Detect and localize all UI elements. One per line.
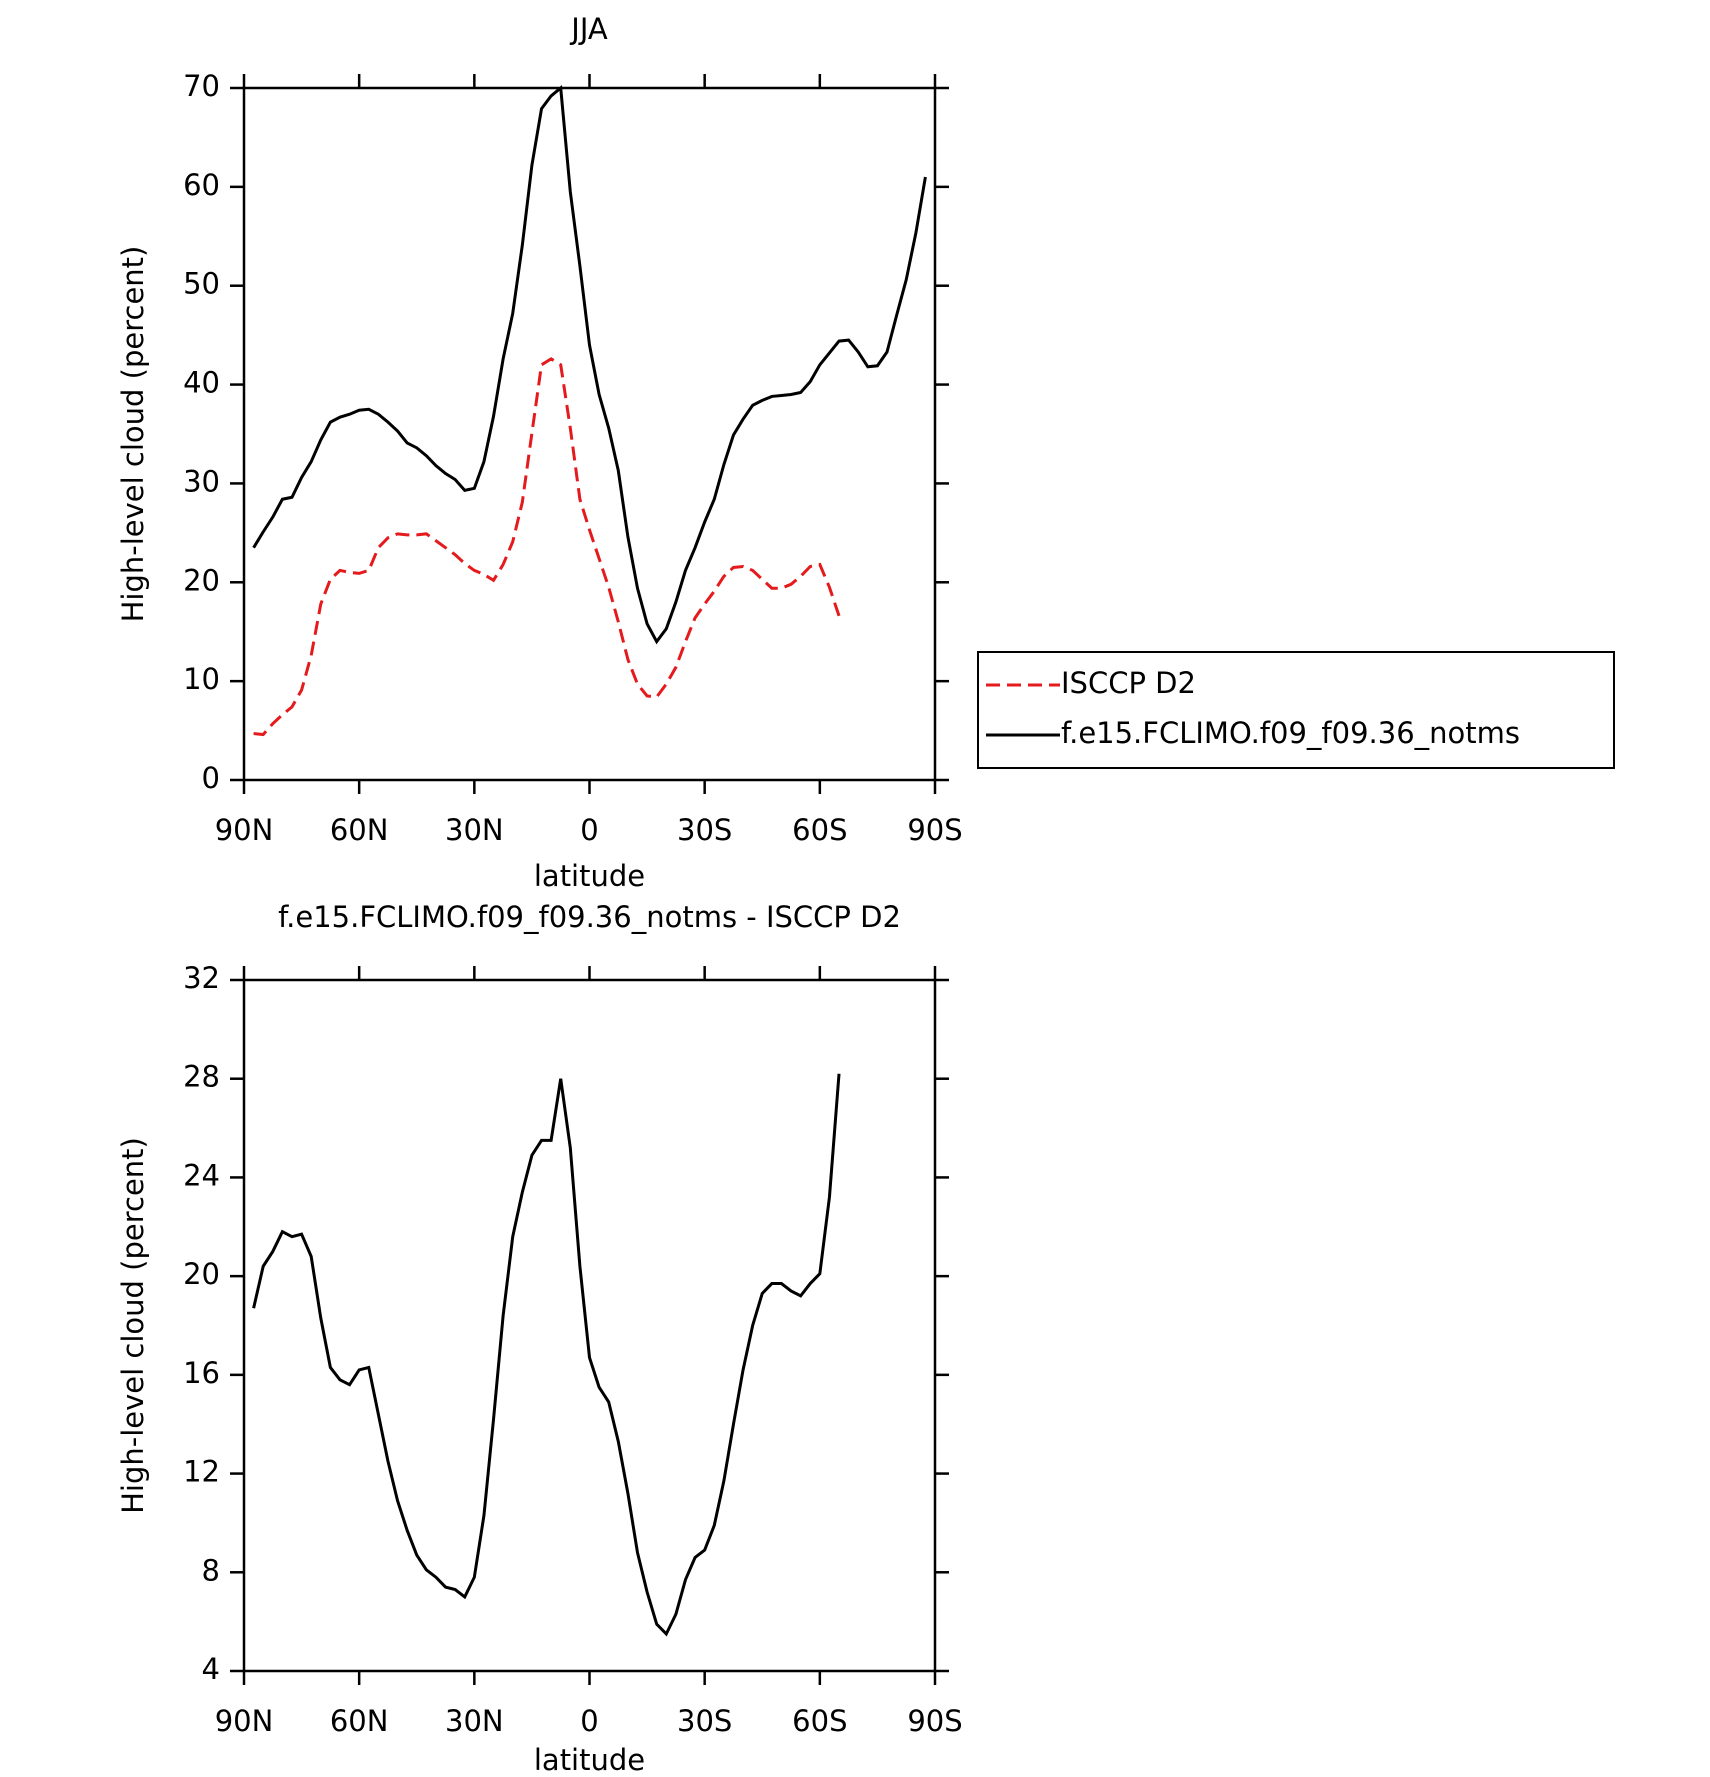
data-line [252,1073,841,1637]
x-tick-label: 90S [907,1704,962,1738]
y-tick-label: 40 [183,366,220,400]
y-tick-label: 10 [183,662,220,696]
x-tick-label: 90N [215,813,274,847]
y-tick-label: 20 [183,1257,220,1291]
chart-title: f.e15.FCLIMO.f09_f09.36_notms - ISCCP D2 [278,900,901,934]
legend-label: f.e15.FCLIMO.f09_f09.36_notms [1061,716,1520,750]
x-tick-label: 90S [907,813,962,847]
x-tick-label: 0 [580,1704,598,1738]
x-tick-label: 90N [215,1704,274,1738]
plot-frame [242,86,937,782]
y-tick-label: 4 [202,1652,220,1686]
legend-label: ISCCP D2 [1061,666,1196,700]
y-tick-label: 28 [183,1060,220,1094]
x-tick-label: 60N [330,813,389,847]
x-tick-label: 60S [792,1704,847,1738]
chart-title: JJA [569,12,608,46]
x-tick-label: 30S [677,813,732,847]
x-tick-label: 30S [677,1704,732,1738]
y-tick-label: 70 [183,69,220,103]
y-tick-label: 30 [183,464,220,498]
data-line [253,357,841,737]
x-axis-label: latitude [534,859,645,893]
y-tick-label: 16 [183,1356,220,1390]
x-tick-label: 30N [445,1704,504,1738]
y-tick-label: 60 [183,168,220,202]
x-axis-label: latitude [534,1743,645,1777]
legend-box [977,651,1615,769]
y-tick-label: 50 [183,267,220,301]
data-line [252,85,927,645]
y-tick-label: 20 [183,563,220,597]
x-tick-label: 60S [792,813,847,847]
y-tick-label: 0 [202,761,220,795]
y-tick-label: 24 [183,1158,220,1192]
y-tick-label: 8 [202,1553,220,1587]
y-tick-label: 32 [183,961,220,995]
x-tick-label: 30N [445,813,504,847]
y-tick-label: 12 [183,1455,220,1489]
plot-frame [242,978,937,1673]
x-tick-label: 0 [580,813,598,847]
x-tick-label: 60N [330,1704,389,1738]
y-axis-label: High-level cloud (percent) [116,1137,150,1514]
y-axis-label: High-level cloud (percent) [116,246,150,623]
